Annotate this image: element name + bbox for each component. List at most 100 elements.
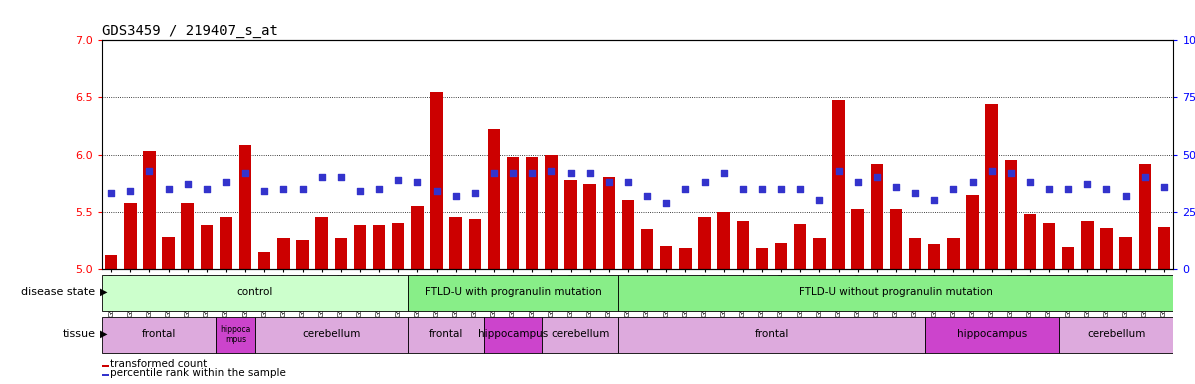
Bar xyxy=(602,177,615,269)
Text: disease state: disease state xyxy=(22,287,96,297)
Point xyxy=(427,188,446,194)
Bar xyxy=(484,317,541,353)
Bar xyxy=(851,209,864,269)
Bar xyxy=(564,180,577,269)
Text: control: control xyxy=(237,287,272,297)
Point xyxy=(1059,186,1078,192)
Bar xyxy=(755,248,768,269)
Point xyxy=(159,186,178,192)
Point xyxy=(868,174,887,180)
Point xyxy=(925,197,944,204)
Bar xyxy=(354,225,366,269)
Bar xyxy=(407,275,618,311)
Bar xyxy=(736,221,749,269)
Bar xyxy=(618,317,925,353)
Text: frontal: frontal xyxy=(142,329,176,339)
Bar xyxy=(124,202,136,269)
Point xyxy=(560,170,580,176)
Point xyxy=(715,170,734,176)
Point xyxy=(848,179,868,185)
Bar xyxy=(583,184,596,269)
Point xyxy=(1021,179,1040,185)
Point xyxy=(676,186,695,192)
Point xyxy=(465,190,484,197)
Point xyxy=(1078,181,1097,187)
Bar xyxy=(1120,237,1132,269)
Bar xyxy=(1062,247,1074,269)
Point xyxy=(1154,184,1173,190)
Bar xyxy=(449,217,462,269)
Bar xyxy=(430,92,443,269)
Bar xyxy=(488,129,501,269)
Bar xyxy=(545,155,558,269)
Point xyxy=(407,179,427,185)
Bar xyxy=(890,209,902,269)
Point xyxy=(255,188,274,194)
Point xyxy=(350,188,369,194)
Point xyxy=(235,170,255,176)
Bar xyxy=(258,252,270,269)
Bar xyxy=(660,246,673,269)
Text: tissue: tissue xyxy=(62,329,96,339)
Bar xyxy=(407,317,484,353)
Bar xyxy=(102,317,216,353)
Bar xyxy=(774,243,788,269)
Bar xyxy=(216,317,255,353)
Text: frontal: frontal xyxy=(754,329,789,339)
Point xyxy=(388,177,407,183)
Point xyxy=(1135,174,1154,180)
Point xyxy=(1001,170,1021,176)
Bar xyxy=(986,104,998,269)
Point xyxy=(734,186,753,192)
Bar xyxy=(813,238,826,269)
Point xyxy=(618,179,637,185)
Point xyxy=(331,174,350,180)
Point xyxy=(503,170,522,176)
Bar xyxy=(641,229,654,269)
Point xyxy=(102,190,121,197)
Text: hippoca
mpus: hippoca mpus xyxy=(220,325,251,344)
Bar xyxy=(929,244,940,269)
Point xyxy=(1116,193,1135,199)
Point xyxy=(1040,186,1059,192)
Point xyxy=(178,181,197,187)
Bar xyxy=(468,218,482,269)
Bar xyxy=(1158,227,1170,269)
Bar xyxy=(201,225,213,269)
Bar xyxy=(143,151,155,269)
Point xyxy=(599,179,618,185)
Bar xyxy=(832,100,845,269)
Point xyxy=(369,186,388,192)
Point xyxy=(695,179,715,185)
Bar xyxy=(411,206,424,269)
Bar xyxy=(102,275,407,311)
Bar xyxy=(948,238,960,269)
Bar xyxy=(1101,228,1113,269)
Point xyxy=(121,188,140,194)
Bar xyxy=(967,195,979,269)
Point xyxy=(982,167,1001,174)
Bar xyxy=(239,146,251,269)
Point xyxy=(829,167,848,174)
Bar xyxy=(871,164,883,269)
Point xyxy=(906,190,925,197)
Point xyxy=(541,167,560,174)
Text: ▶: ▶ xyxy=(100,287,108,297)
Text: cerebellum: cerebellum xyxy=(1087,329,1145,339)
Bar xyxy=(621,200,635,269)
Point xyxy=(522,170,541,176)
Point xyxy=(1097,186,1116,192)
Bar xyxy=(255,317,407,353)
Bar xyxy=(315,217,327,269)
Point xyxy=(216,179,235,185)
Bar xyxy=(1005,160,1017,269)
Text: frontal: frontal xyxy=(429,329,464,339)
Text: GDS3459 / 219407_s_at: GDS3459 / 219407_s_at xyxy=(102,25,277,38)
Point xyxy=(753,186,772,192)
Point xyxy=(580,170,599,176)
Bar xyxy=(698,217,711,269)
Point xyxy=(484,170,503,176)
Point xyxy=(944,186,963,192)
Bar xyxy=(1024,214,1036,269)
Bar xyxy=(679,248,692,269)
